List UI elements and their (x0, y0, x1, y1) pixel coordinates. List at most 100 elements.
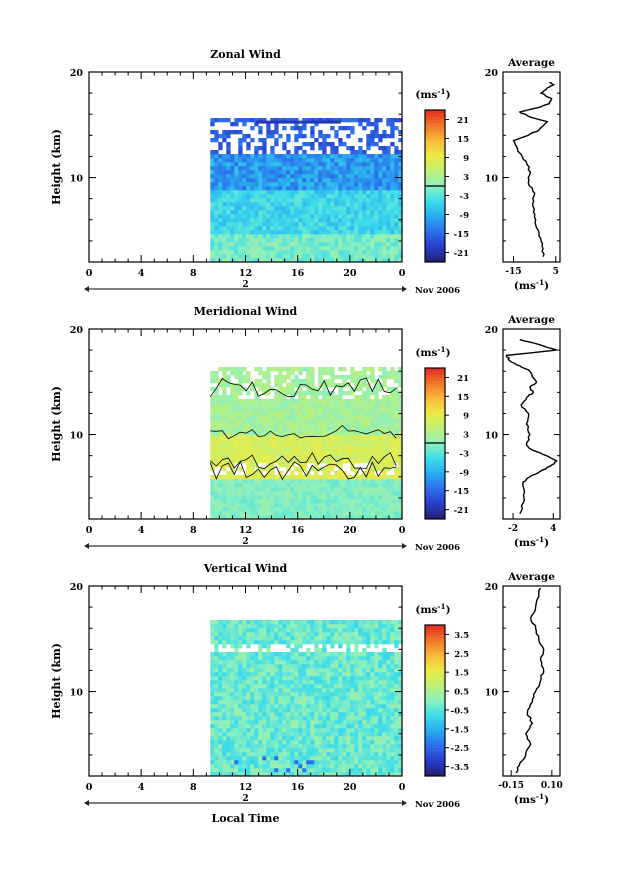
heatmap-cell (326, 162, 331, 167)
heatmap-cell (302, 716, 307, 721)
heatmap-cell (370, 479, 375, 484)
heatmap-cell (390, 222, 395, 227)
heatmap-cell (290, 636, 295, 641)
heatmap-cell (254, 668, 259, 673)
heatmap-cell (242, 423, 247, 428)
colorbar-step (425, 415, 445, 419)
heatmap-cell (246, 692, 251, 697)
heatmap-cell (330, 720, 335, 725)
heatmap-cell (338, 688, 343, 693)
heatmap-cell (326, 198, 331, 203)
heatmap-cell (302, 656, 307, 661)
heatmap-cell (210, 451, 215, 456)
heatmap-cell (382, 371, 387, 376)
heatmap-cell (310, 118, 315, 123)
heatmap-cell (354, 178, 359, 183)
heatmap-cell (226, 142, 231, 147)
heatmap-cell (346, 688, 351, 693)
heatmap-cell (358, 748, 363, 753)
heatmap-cell (306, 624, 311, 629)
heatmap-cell (298, 443, 303, 448)
heatmap-cell (278, 162, 283, 167)
heatmap-cell (218, 487, 223, 492)
heatmap-cell (294, 198, 299, 203)
heatmap-cell (378, 467, 383, 472)
heatmap-cell (230, 652, 235, 657)
heatmap-cell (350, 218, 355, 223)
heatmap-cell (354, 696, 359, 701)
heatmap-cell (346, 764, 351, 769)
heatmap-cell (334, 740, 339, 745)
heatmap-cell (238, 479, 243, 484)
heatmap-cell (218, 170, 223, 175)
heatmap-cell (306, 443, 311, 448)
heatmap-cell (350, 515, 355, 520)
heatmap-cell (302, 483, 307, 488)
heatmap-cell (394, 166, 399, 171)
heatmap-cell (342, 511, 347, 516)
heatmap-cell (266, 447, 271, 452)
heatmap-cell (350, 194, 355, 199)
heatmap-cell (218, 632, 223, 637)
heatmap-cell (310, 427, 315, 432)
heatmap-cell (238, 254, 243, 259)
heatmap-cell (318, 475, 323, 480)
heatmap-cell (350, 186, 355, 191)
heatmap-cell (222, 700, 227, 705)
heatmap-cell (282, 154, 287, 159)
heatmap-cell (326, 736, 331, 741)
heatmap-cell (270, 254, 275, 259)
heatmap-cell (318, 218, 323, 223)
colorbar-step (425, 151, 445, 155)
heatmap-cell (386, 431, 391, 436)
heatmap-cell (302, 174, 307, 179)
heatmap-cell (222, 375, 227, 380)
heatmap-cell (250, 668, 255, 673)
heatmap-cell (394, 479, 399, 484)
heatmap-cell (294, 503, 299, 508)
heatmap-cell (266, 391, 271, 396)
heatmap-cell (298, 672, 303, 677)
heatmap-cell (282, 399, 287, 404)
heatmap-cell (274, 142, 279, 147)
heatmap-cell (282, 218, 287, 223)
heatmap-cell (286, 242, 291, 247)
heatmap-cell (238, 764, 243, 769)
heatmap-cell (282, 206, 287, 211)
heatmap-cell (362, 206, 367, 211)
heatmap-cell (266, 720, 271, 725)
heatmap-cell (354, 680, 359, 685)
heatmap-cell (238, 483, 243, 488)
heatmap-cell (370, 198, 375, 203)
heatmap-cell (294, 624, 299, 629)
heatmap-cell (322, 672, 327, 677)
heatmap-cell (398, 431, 403, 436)
heatmap-cell (290, 752, 295, 757)
heatmap-cell (310, 724, 315, 729)
heatmap-cell (358, 756, 363, 761)
heatmap-cell (358, 423, 363, 428)
heatmap-cell (322, 162, 327, 167)
heatmap-cell (362, 174, 367, 179)
heatmap-cell (278, 640, 283, 645)
heatmap-cell (330, 150, 335, 155)
heatmap-cell (302, 190, 307, 195)
heatmap-cell (322, 624, 327, 629)
heatmap-cell (218, 479, 223, 484)
heatmap-cell (250, 463, 255, 468)
heatmap-cell (362, 423, 367, 428)
heatmap-cell (390, 186, 395, 191)
heatmap-cell (390, 515, 395, 520)
heatmap-cell (386, 214, 391, 219)
heatmap-cell (298, 479, 303, 484)
heatmap-cell (226, 210, 231, 215)
heatmap-cell (262, 624, 267, 629)
heatmap-cell (302, 134, 307, 139)
colorbar-step (425, 173, 445, 177)
heatmap-cell (274, 122, 279, 127)
heatmap-cell (342, 752, 347, 757)
colorbar-step (425, 371, 445, 375)
heatmap-cell (310, 431, 315, 436)
heatmap-cell (218, 724, 223, 729)
heatmap-cell (306, 367, 311, 372)
